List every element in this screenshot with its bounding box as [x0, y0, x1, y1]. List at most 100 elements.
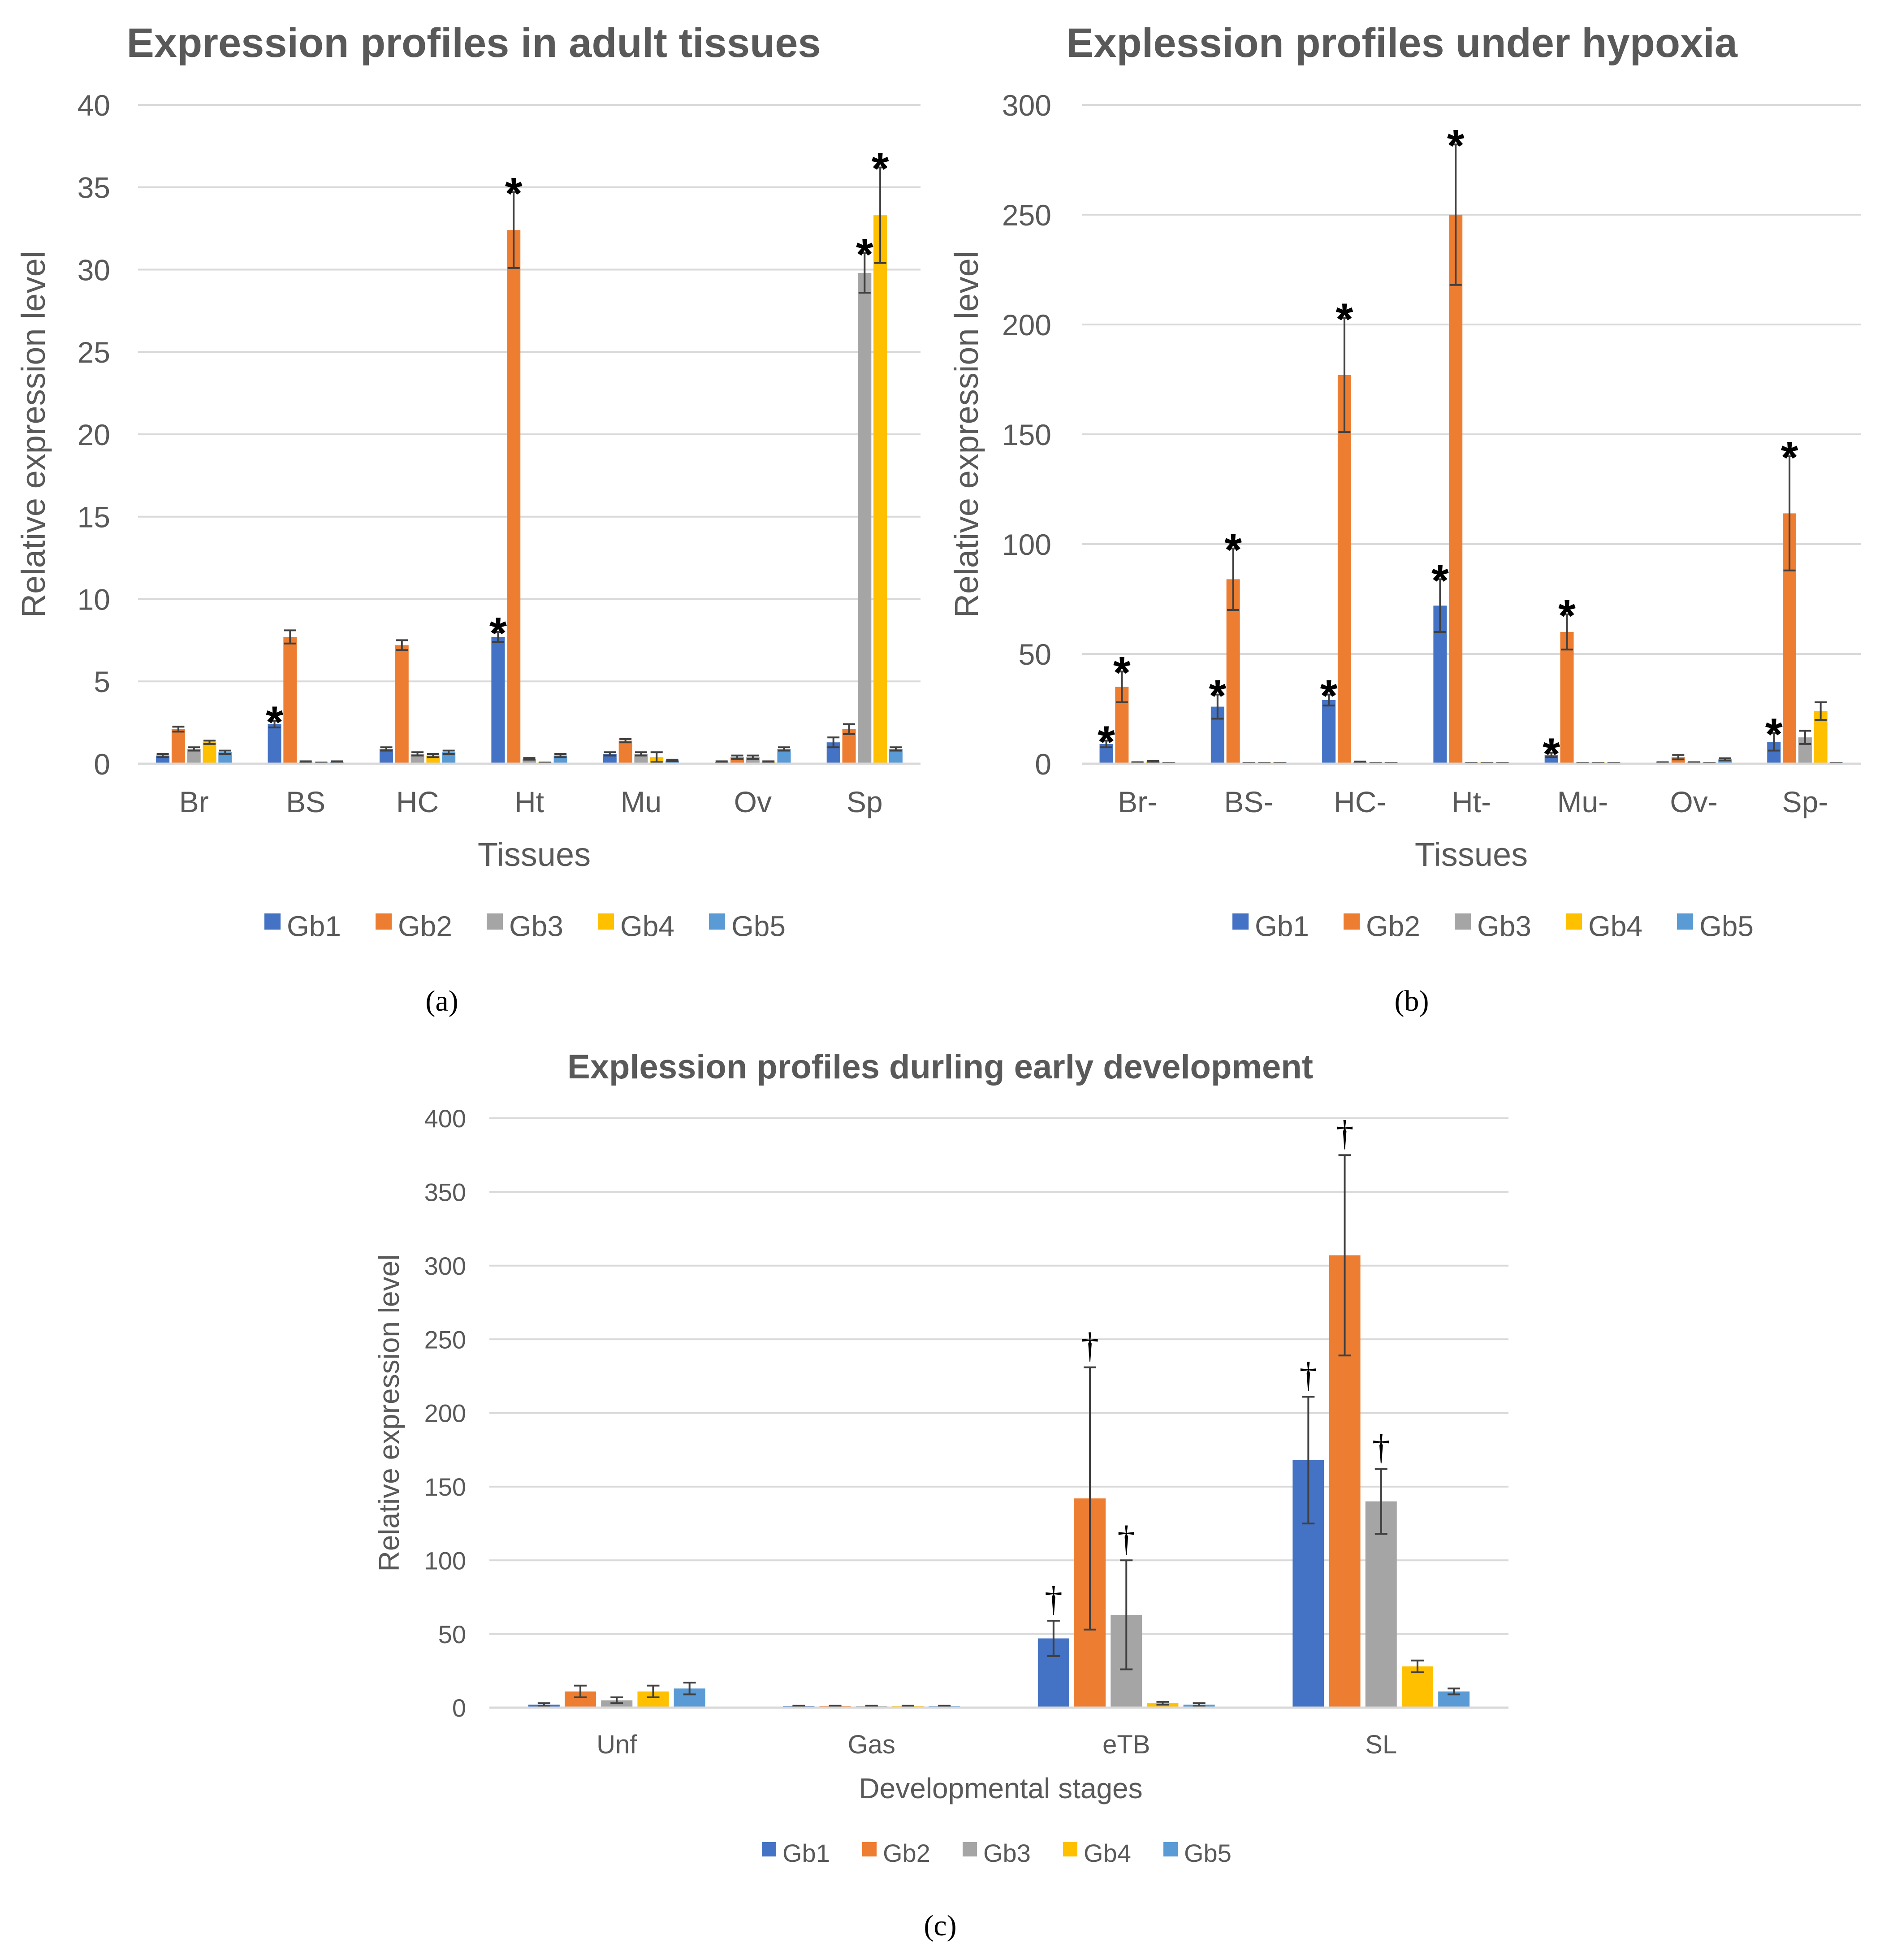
legend-swatch-gb1 — [762, 1842, 776, 1856]
y-tick-label: 100 — [1002, 528, 1051, 561]
y-tick-label: 50 — [1019, 638, 1051, 671]
x-tick-label: Ht — [514, 785, 544, 818]
significance-marker: † — [1081, 1326, 1099, 1366]
legend-label: Gb4 — [620, 910, 674, 942]
x-tick-label: Ov — [734, 785, 772, 818]
significance-marker: * — [1558, 591, 1576, 641]
legend-swatch-gb2 — [862, 1842, 877, 1856]
bar-gb2-mu — [618, 740, 632, 764]
bar-gb2-bs — [283, 637, 297, 764]
chart-title: Explession profiles under hypoxia — [1066, 20, 1738, 66]
x-tick-label: Sp — [847, 785, 883, 818]
x-axis-label: Developmental stages — [859, 1772, 1142, 1804]
bar-gb2-ht — [507, 230, 521, 764]
legend-swatch-gb1 — [1232, 913, 1249, 930]
chart-panel-c: 0 50 100 150 200 250 300 350 400 Explession profi… — [373, 1048, 1508, 1942]
x-tick-label: HC- — [1334, 785, 1386, 818]
y-tick-label: 35 — [78, 171, 110, 204]
legend-label: Gb4 — [1588, 910, 1642, 942]
bar-gb2-hc — [1337, 375, 1351, 764]
panel-label: (b) — [1395, 985, 1429, 1017]
legend-swatch-gb2 — [1344, 913, 1360, 930]
bar-gb4-br — [203, 742, 216, 764]
legend-swatch-gb2 — [376, 913, 392, 930]
legend-label: Gb1 — [287, 910, 341, 942]
bar-gb1-hc — [1322, 700, 1336, 764]
significance-marker: * — [1431, 555, 1449, 606]
y-tick-label: 250 — [424, 1325, 466, 1354]
bar-gb3-sp — [858, 273, 872, 764]
significance-marker: * — [1224, 525, 1242, 575]
bar-gb2-br — [171, 729, 185, 764]
x-axis-label: Tissues — [478, 836, 591, 873]
significance-marker: † — [1372, 1428, 1390, 1467]
significance-marker: * — [489, 608, 507, 658]
y-tick-label: 0 — [94, 748, 110, 781]
panel-label: (c) — [924, 1909, 956, 1942]
x-axis-label: Tissues — [1415, 836, 1528, 873]
x-tick-label: Br- — [1118, 785, 1157, 818]
legend-swatch-gb3 — [487, 913, 503, 930]
bar-gb2-ht — [1449, 215, 1463, 764]
significance-marker: * — [1543, 729, 1560, 779]
x-tick-label: eTB — [1102, 1730, 1150, 1759]
legend-swatch-gb1 — [264, 913, 281, 930]
bar-gb4-sl — [1401, 1666, 1433, 1708]
legend-label: Gb1 — [1255, 910, 1309, 942]
legend-label: Gb5 — [1699, 910, 1754, 942]
significance-marker: * — [1765, 709, 1783, 759]
y-tick-label: 40 — [78, 89, 110, 122]
y-tick-label: 0 — [452, 1694, 466, 1722]
chart-title: Explession profiles durling early develo… — [567, 1048, 1313, 1086]
significance-marker: * — [1781, 433, 1798, 483]
significance-marker: * — [1209, 671, 1226, 721]
x-tick-label: SL — [1365, 1730, 1397, 1759]
x-tick-label: Mu — [621, 785, 662, 818]
significance-marker: * — [1320, 671, 1338, 721]
significance-marker: * — [1447, 121, 1465, 171]
x-tick-label: BS- — [1224, 785, 1273, 818]
significance-marker: † — [1045, 1579, 1063, 1619]
legend-swatch-gb3 — [1455, 913, 1471, 930]
chart-title: Expression profiles in adult tissues — [126, 20, 821, 66]
significance-marker: * — [1098, 717, 1115, 767]
x-tick-label: Br — [179, 785, 209, 818]
significance-marker: * — [872, 144, 889, 194]
y-tick-label: 200 — [1002, 308, 1051, 342]
x-tick-label: Ht- — [1452, 785, 1491, 818]
bar-gb4-sp — [873, 215, 887, 764]
x-tick-label: Mu- — [1557, 785, 1608, 818]
significance-marker: † — [1336, 1114, 1354, 1153]
significance-marker: * — [505, 169, 523, 219]
significance-marker: * — [856, 229, 873, 280]
bar-gb1-ht — [491, 637, 505, 764]
panel-label: (a) — [425, 985, 458, 1017]
legend-label: Gb2 — [883, 1839, 930, 1867]
bar-gb5-ov — [1718, 759, 1732, 764]
significance-marker: † — [1117, 1519, 1135, 1558]
x-tick-label: Sp- — [1782, 785, 1828, 818]
bar-gb3-ht — [523, 758, 536, 764]
y-tick-label: 300 — [424, 1252, 466, 1280]
legend-swatch-gb5 — [709, 913, 725, 930]
legend-label: Gb3 — [1477, 910, 1531, 942]
x-tick-label: HC — [396, 785, 439, 818]
chart-panel-a: 0 5 10 15 20 25 30 35 40 Expression profiles in a… — [15, 20, 921, 1017]
legend-swatch-gb3 — [963, 1842, 977, 1856]
y-tick-label: 100 — [424, 1546, 466, 1575]
y-tick-label: 350 — [424, 1178, 466, 1207]
y-axis-label: Relative expression level — [948, 251, 985, 618]
legend-label: Gb2 — [1366, 910, 1420, 942]
y-tick-label: 300 — [1002, 89, 1051, 122]
y-tick-label: 10 — [78, 583, 110, 616]
legend-label: Gb5 — [731, 910, 786, 942]
legend-label: Gb5 — [1184, 1839, 1232, 1867]
bar-gb3-sl — [1365, 1501, 1397, 1708]
significance-marker: * — [1335, 294, 1353, 344]
y-tick-label: 20 — [78, 418, 110, 451]
y-tick-label: 150 — [424, 1473, 466, 1501]
legend-label: Gb3 — [509, 910, 563, 942]
y-tick-label: 50 — [438, 1620, 466, 1648]
legend-swatch-gb5 — [1163, 1842, 1178, 1856]
